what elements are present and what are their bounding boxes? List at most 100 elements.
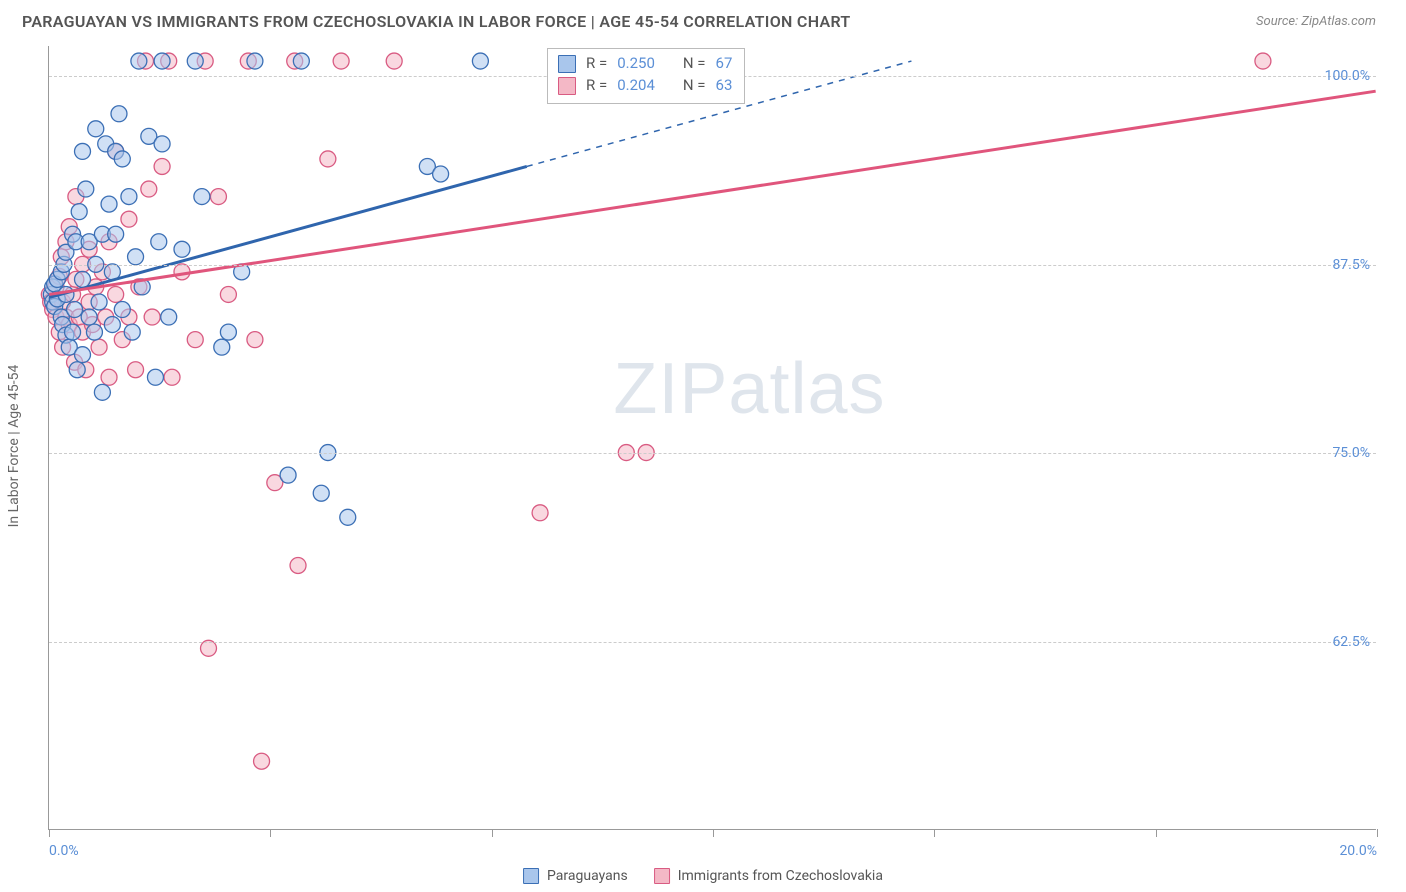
gridline-h	[49, 265, 1376, 266]
gridline-h	[49, 642, 1376, 643]
stats-row: R =0.250N =67	[558, 53, 732, 75]
y-tick-label: 100.0%	[1325, 68, 1370, 84]
czech-point	[91, 339, 107, 355]
paraguayans-point	[128, 249, 144, 265]
czech-point	[128, 362, 144, 378]
paraguayans-point	[280, 467, 296, 483]
paraguayans-point	[114, 302, 130, 318]
czech-point	[121, 211, 137, 227]
czech-point	[532, 505, 548, 521]
legend-label: Paraguayans	[547, 868, 628, 884]
czech-point	[108, 286, 124, 302]
paraguayans-point	[220, 324, 236, 340]
paraguayans-point	[151, 234, 167, 250]
x-tick-label: 0.0%	[49, 843, 79, 859]
x-tick	[1156, 829, 1157, 837]
czech-point	[201, 640, 217, 656]
paraguayans-point	[340, 509, 356, 525]
paraguayans-swatch	[558, 55, 576, 73]
czech-point	[290, 558, 306, 574]
czech-legend-swatch	[654, 868, 670, 884]
n-label: N =	[683, 53, 706, 75]
paraguayans-point	[101, 196, 117, 212]
paraguayans-point	[91, 294, 107, 310]
stats-box: R = 0.250 N = 67R = 0.204 N = 63	[547, 48, 745, 104]
czech-point	[333, 53, 349, 69]
legend-item-paraguayans: Paraguayans	[523, 868, 628, 884]
paraguayans-point	[75, 143, 91, 159]
paraguayans-legend-swatch	[523, 868, 539, 884]
paraguayans-point	[194, 189, 210, 205]
paraguayans-point	[124, 324, 140, 340]
paraguayans-point	[94, 384, 110, 400]
x-tick	[49, 829, 50, 837]
stats-row: R = 0.204 N = 63	[558, 75, 732, 97]
paraguayans-point	[131, 53, 147, 69]
czech-point	[164, 369, 180, 385]
legend: Paraguayans Immigrants from Czechoslovaki…	[523, 868, 883, 884]
paraguayans-point	[88, 121, 104, 137]
paraguayans-point	[78, 181, 94, 197]
gridline-h	[49, 453, 1376, 454]
paraguayans-point	[293, 53, 309, 69]
paraguayans-point	[75, 271, 91, 287]
n-value: 67	[716, 53, 733, 75]
r-value: 0.204	[617, 75, 655, 97]
czech-point	[320, 151, 336, 167]
paraguayans-point	[114, 151, 130, 167]
paraguayans-point	[313, 485, 329, 501]
paraguayans-point	[214, 339, 230, 355]
paraguayans-point	[433, 166, 449, 182]
n-label: N =	[683, 75, 706, 97]
czech-point	[1255, 53, 1271, 69]
czech-point	[101, 369, 117, 385]
paraguayans-point	[174, 241, 190, 257]
y-tick-label: 62.5%	[1332, 634, 1370, 650]
x-tick	[270, 829, 271, 837]
paraguayans-point	[86, 324, 102, 340]
y-tick-label: 75.0%	[1332, 445, 1370, 461]
x-tick	[1377, 829, 1378, 837]
czech-point	[144, 309, 160, 325]
paraguayans-point	[472, 53, 488, 69]
r-label: R =	[586, 75, 607, 97]
czech-point	[154, 158, 170, 174]
legend-label: Immigrants from Czechoslovakia	[678, 868, 883, 884]
r-value: 0.250	[617, 53, 655, 75]
paraguayans-point	[187, 53, 203, 69]
czech-point	[247, 332, 263, 348]
czech-swatch	[558, 77, 576, 95]
plot-area: 62.5%75.0%87.5%100.0%0.0%20.0%ZIPatlasR …	[48, 46, 1376, 830]
paraguayans-point	[111, 106, 127, 122]
paraguayans-point	[154, 136, 170, 152]
x-tick	[492, 829, 493, 837]
paraguayans-point	[65, 324, 81, 340]
n-value: 63	[716, 75, 733, 97]
y-tick-label: 87.5%	[1332, 257, 1370, 273]
paraguayans-point	[247, 53, 263, 69]
x-tick	[713, 829, 714, 837]
paraguayans-point	[71, 204, 87, 220]
czech-point	[187, 332, 203, 348]
czech-point	[141, 181, 157, 197]
paraguayans-point	[108, 226, 124, 242]
paraguayans-point	[121, 189, 137, 205]
paraguayans-point	[154, 53, 170, 69]
x-tick	[934, 829, 935, 837]
czech-point	[386, 53, 402, 69]
x-tick-label: 20.0%	[1339, 843, 1377, 859]
chart-title: PARAGUAYAN VS IMMIGRANTS FROM CZECHOSLOV…	[22, 12, 851, 31]
paraguayans-point	[104, 317, 120, 333]
paraguayans-point	[147, 369, 163, 385]
chart-header: PARAGUAYAN VS IMMIGRANTS FROM CZECHOSLOV…	[0, 0, 1406, 41]
plot-svg	[49, 46, 1376, 829]
paraguayans-point	[75, 347, 91, 363]
legend-item-czech: Immigrants from Czechoslovakia	[654, 868, 883, 884]
y-axis-title: In Labor Force | Age 45-54	[6, 365, 22, 528]
paraguayans-point	[161, 309, 177, 325]
czech-point	[210, 189, 226, 205]
paraguayans-point	[69, 362, 85, 378]
paraguayans-point	[81, 309, 97, 325]
czech-point	[254, 753, 270, 769]
czech-point	[220, 286, 236, 302]
